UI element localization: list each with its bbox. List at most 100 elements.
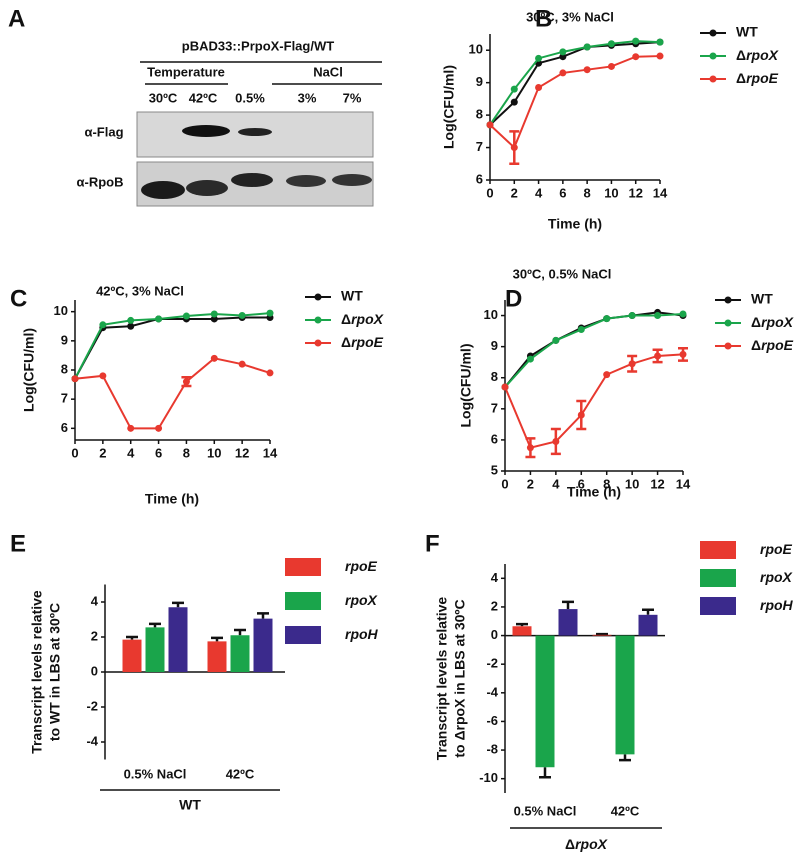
data-point bbox=[603, 315, 611, 323]
x-tick-label: 14 bbox=[653, 185, 668, 200]
y-axis-label: Log(CFU/ml) bbox=[21, 328, 37, 412]
x-tick-label: 10 bbox=[207, 445, 221, 460]
data-point bbox=[238, 311, 246, 319]
legend-label: WT bbox=[751, 291, 773, 307]
data-point bbox=[632, 53, 640, 61]
series-line bbox=[489, 40, 661, 126]
y-tick-label: 2 bbox=[491, 598, 498, 613]
data-point bbox=[510, 144, 518, 152]
x-tick-label: 4 bbox=[535, 185, 543, 200]
group-label: WT bbox=[179, 797, 201, 813]
y-tick-label: -6 bbox=[486, 713, 498, 728]
y-tick-label: 5 bbox=[491, 462, 498, 477]
bar bbox=[230, 635, 250, 672]
data-point bbox=[656, 52, 664, 60]
lane-label: 7% bbox=[343, 90, 362, 105]
data-point bbox=[210, 310, 218, 318]
band bbox=[238, 128, 272, 136]
x-tick-label: 2 bbox=[527, 476, 534, 491]
lane-label: 0.5% bbox=[235, 90, 265, 105]
legend-label: rpoE bbox=[345, 558, 378, 574]
error-bar bbox=[516, 622, 528, 627]
data-point bbox=[266, 369, 274, 377]
data-point bbox=[679, 310, 687, 318]
data-point bbox=[535, 54, 543, 62]
data-point bbox=[510, 98, 518, 106]
data-point bbox=[552, 437, 560, 445]
group-label: Temperature bbox=[147, 64, 225, 79]
y-tick-label: 7 bbox=[476, 139, 483, 154]
bar bbox=[638, 614, 658, 636]
band bbox=[286, 175, 326, 187]
data-point bbox=[535, 84, 543, 92]
data-point bbox=[210, 315, 218, 323]
data-point bbox=[577, 326, 585, 334]
panel-letter: E bbox=[10, 530, 26, 557]
y-axis-label: Log(CFU/ml) bbox=[458, 344, 474, 428]
y-tick-label: 7 bbox=[61, 391, 68, 406]
y-tick-label: 2 bbox=[91, 628, 98, 643]
error-bar bbox=[596, 632, 608, 636]
series-line bbox=[74, 312, 271, 380]
bar bbox=[253, 618, 273, 672]
y-axis-label: to ΔrpoX in LBS at 30ºC bbox=[452, 599, 468, 757]
bar bbox=[207, 641, 227, 672]
data-point bbox=[628, 360, 636, 368]
y-tick-label: 10 bbox=[54, 303, 68, 318]
data-point bbox=[486, 121, 494, 129]
bar bbox=[592, 634, 612, 636]
error-bar bbox=[211, 636, 223, 642]
legend-marker bbox=[724, 296, 732, 304]
series-line bbox=[489, 55, 661, 150]
error-bar bbox=[126, 635, 138, 640]
x-tick-label: 0.5% NaCl bbox=[124, 766, 187, 781]
chart-panel: C 42ºC, 3% NaCl 6 7 8 9 10 Log(CFU/ml) 0 2 4 6 8 10 12… bbox=[10, 283, 385, 506]
series-line bbox=[489, 41, 661, 126]
chart-panel: E -4 -2 0 2 4 Transcript levels relative to WT … bbox=[10, 530, 379, 812]
legend-label: rpoH bbox=[345, 626, 379, 642]
data-point bbox=[654, 352, 662, 360]
x-tick-label: 8 bbox=[603, 476, 610, 491]
group-label: ΔrpoX bbox=[565, 836, 609, 852]
row-label: α-RpoB bbox=[77, 174, 124, 189]
panel-letter: A bbox=[8, 5, 25, 32]
error-bar bbox=[619, 754, 631, 762]
data-point bbox=[607, 40, 615, 48]
panel-letter: B bbox=[535, 5, 552, 32]
data-point bbox=[654, 312, 662, 320]
legend-marker bbox=[724, 319, 732, 327]
bar bbox=[535, 635, 555, 768]
band bbox=[141, 181, 185, 199]
legend-label: ΔrpoX bbox=[751, 314, 795, 330]
legend-swatch bbox=[700, 569, 736, 587]
x-axis-label: Time (h) bbox=[145, 491, 199, 507]
y-axis-label: Transcript levels relative bbox=[29, 590, 45, 754]
y-tick-label: -10 bbox=[479, 770, 498, 785]
x-tick-label: 8 bbox=[183, 445, 190, 460]
x-axis-label: Time (h) bbox=[548, 216, 602, 232]
data-point bbox=[603, 371, 611, 379]
data-point bbox=[559, 53, 567, 61]
y-axis-label: to WT in LBS at 30ºC bbox=[47, 603, 63, 741]
data-point bbox=[99, 321, 107, 329]
data-point bbox=[155, 315, 163, 323]
legend-label: ΔrpoX bbox=[341, 311, 385, 327]
series-line bbox=[74, 316, 270, 380]
panel-letter: F bbox=[425, 530, 440, 557]
x-tick-label: 0.5% NaCl bbox=[514, 803, 577, 818]
data-point bbox=[127, 316, 135, 324]
data-point bbox=[155, 424, 163, 432]
y-tick-label: -2 bbox=[486, 656, 498, 671]
x-tick-label: 2 bbox=[99, 445, 106, 460]
legend-label: ΔrpoX bbox=[736, 47, 780, 63]
data-point bbox=[526, 355, 534, 363]
error-bar bbox=[257, 612, 269, 619]
y-tick-label: 4 bbox=[91, 593, 99, 608]
data-point bbox=[583, 43, 591, 51]
y-tick-label: 9 bbox=[476, 74, 483, 89]
error-bar bbox=[172, 601, 184, 608]
legend-label: WT bbox=[736, 24, 758, 40]
bar bbox=[122, 639, 142, 672]
